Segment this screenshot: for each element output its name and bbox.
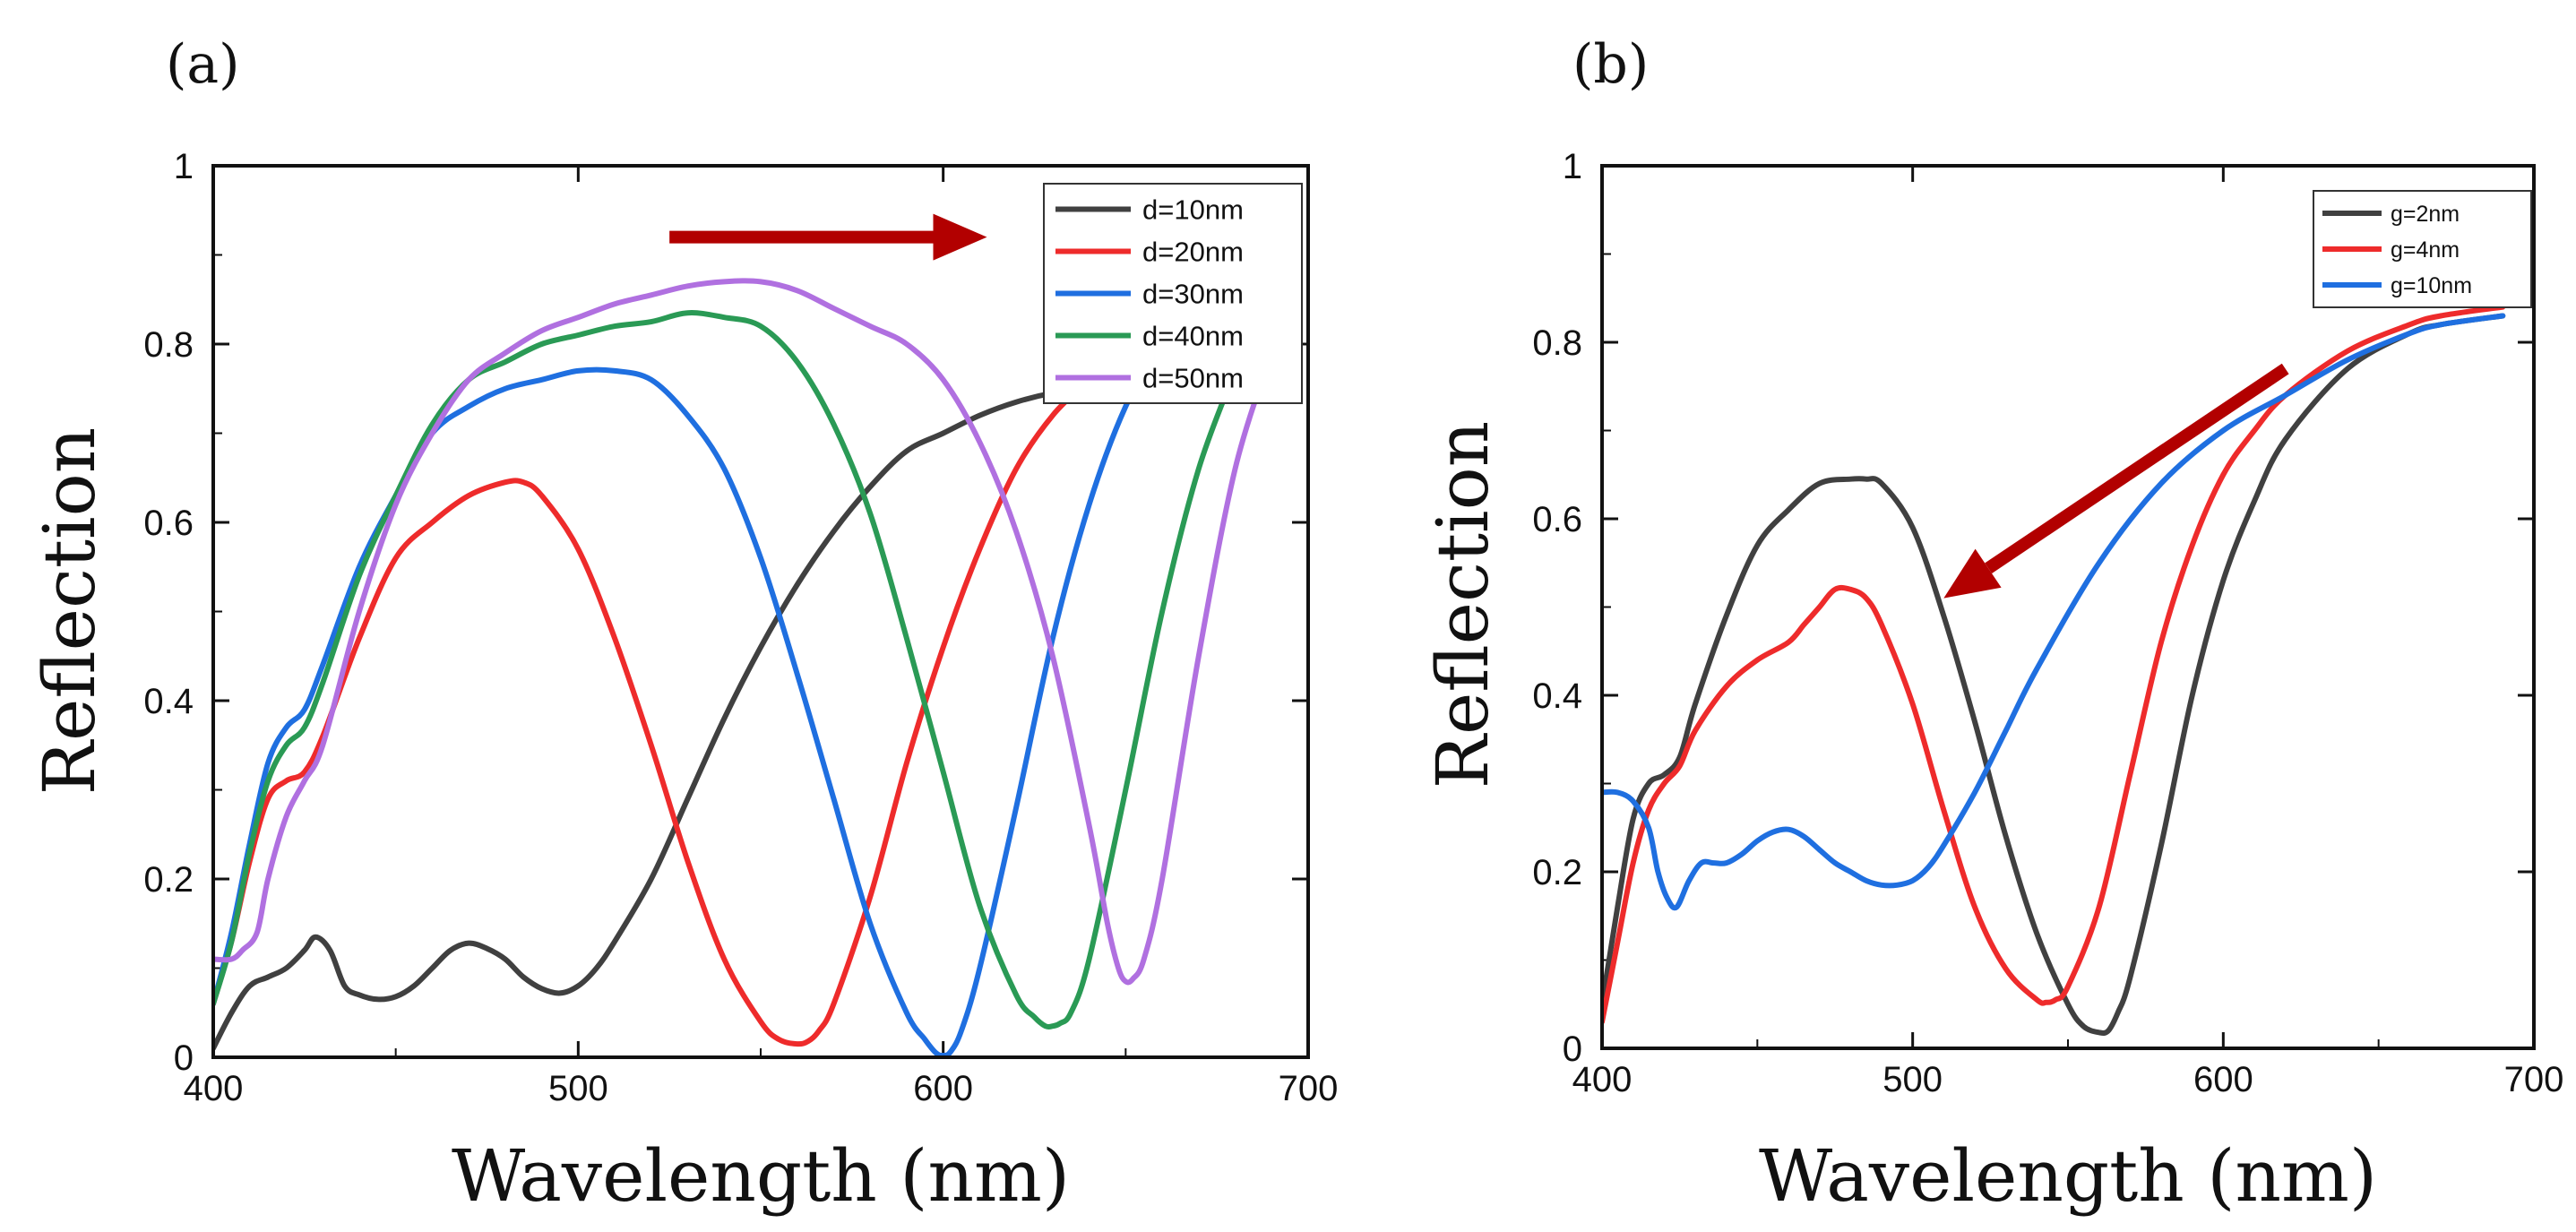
chart-b-arrow-annotation (1943, 363, 2289, 599)
chart-b-x-tick-label: 400 (1572, 1060, 1633, 1099)
chart-a-y-tick-label: 0.6 (143, 504, 194, 543)
chart-b-y-tick-label: 0.6 (1532, 500, 1582, 539)
annotation-arrow-head (933, 213, 987, 261)
chart-a-x-tick-label: 700 (1279, 1069, 1339, 1108)
chart-b-series (1602, 304, 2506, 1036)
chart-b-y-tick-label: 0.2 (1532, 853, 1582, 892)
chart-a-y-tick-label: 0.8 (143, 325, 194, 365)
chart-b-legend: g=2nm g=4nm g=10nm (2313, 190, 2532, 308)
panel-label-a: (a) (166, 33, 240, 96)
chart-a-arrow-annotation (669, 213, 987, 261)
legend-label: g=2nm (2391, 202, 2460, 227)
chart-a-legend: d=10nm d=20nm d=30nm d=40nm d=50nm (1043, 183, 1303, 404)
series-line-g-4nm (1602, 304, 2506, 1025)
chart-a-series (213, 278, 1275, 1057)
legend-label: d=50nm (1142, 362, 1244, 393)
chart-b-ticks: 400 500 600 700 0 0.2 0.4 0.6 0.8 1 (1532, 147, 2563, 1099)
chart-a-x-tick-label: 600 (913, 1069, 973, 1108)
chart-b-y-axis-title: Reflection (1421, 421, 1504, 789)
chart-b-frame (1600, 164, 2536, 1050)
chart-b-y-tick-label: 0 (1563, 1030, 1582, 1069)
legend-label: d=10nm (1142, 194, 1244, 225)
annotation-arrow-shaft (1985, 363, 2289, 574)
chart-a-x-tick-label: 400 (184, 1069, 244, 1108)
series-line-d-40nm (213, 310, 1238, 1030)
series-line-g-2nm (1602, 313, 2506, 1036)
chart-a-x-axis-title: Wavelength (nm) (452, 1134, 1070, 1218)
chart-a-x-tick-label: 500 (548, 1069, 608, 1108)
chart-a-y-tick-label: 0.2 (143, 860, 194, 900)
chart-b-y-tick-label: 1 (1563, 147, 1582, 186)
series-line-d-20nm (213, 376, 1092, 1047)
chart-b-x-tick-label: 600 (2193, 1060, 2253, 1099)
chart-a-y-axis-title: Reflection (28, 427, 111, 796)
series-line-d-30nm (213, 341, 1166, 1057)
legend-label: g=4nm (2391, 237, 2460, 263)
annotation-arrow-head (1943, 548, 2002, 599)
chart-a-y-tick-label: 0.4 (143, 682, 194, 721)
chart-a-ticks: 400 500 600 700 0 0.2 0.4 0.6 0.8 1 (143, 147, 1338, 1108)
chart-a-y-tick-label: 0 (174, 1038, 194, 1078)
legend-label: d=40nm (1142, 320, 1244, 351)
legend-label: d=20nm (1142, 236, 1244, 267)
chart-b: 400 500 600 700 0 0.2 0.4 0.6 0.8 1 g=2nm g=4nm g=1… (1421, 147, 2563, 1218)
chart-b-y-tick-label: 0.8 (1532, 323, 1582, 363)
legend-label: d=30nm (1142, 278, 1244, 309)
chart-b-x-tick-label: 700 (2504, 1060, 2564, 1099)
chart-a-frame (211, 164, 1310, 1059)
chart-a-y-tick-label: 1 (174, 147, 194, 186)
series-line-d-50nm (213, 278, 1275, 986)
legend-label: g=10nm (2391, 273, 2472, 298)
series-line-g-10nm (1602, 313, 2506, 911)
chart-b-y-tick-label: 0.4 (1532, 676, 1582, 716)
series-line-d-10nm (213, 385, 1092, 1051)
chart-b-x-tick-label: 500 (1882, 1060, 1943, 1099)
chart-b-x-axis-title: Wavelength (nm) (1759, 1134, 2377, 1218)
panel-label-b: (b) (1572, 33, 1649, 96)
